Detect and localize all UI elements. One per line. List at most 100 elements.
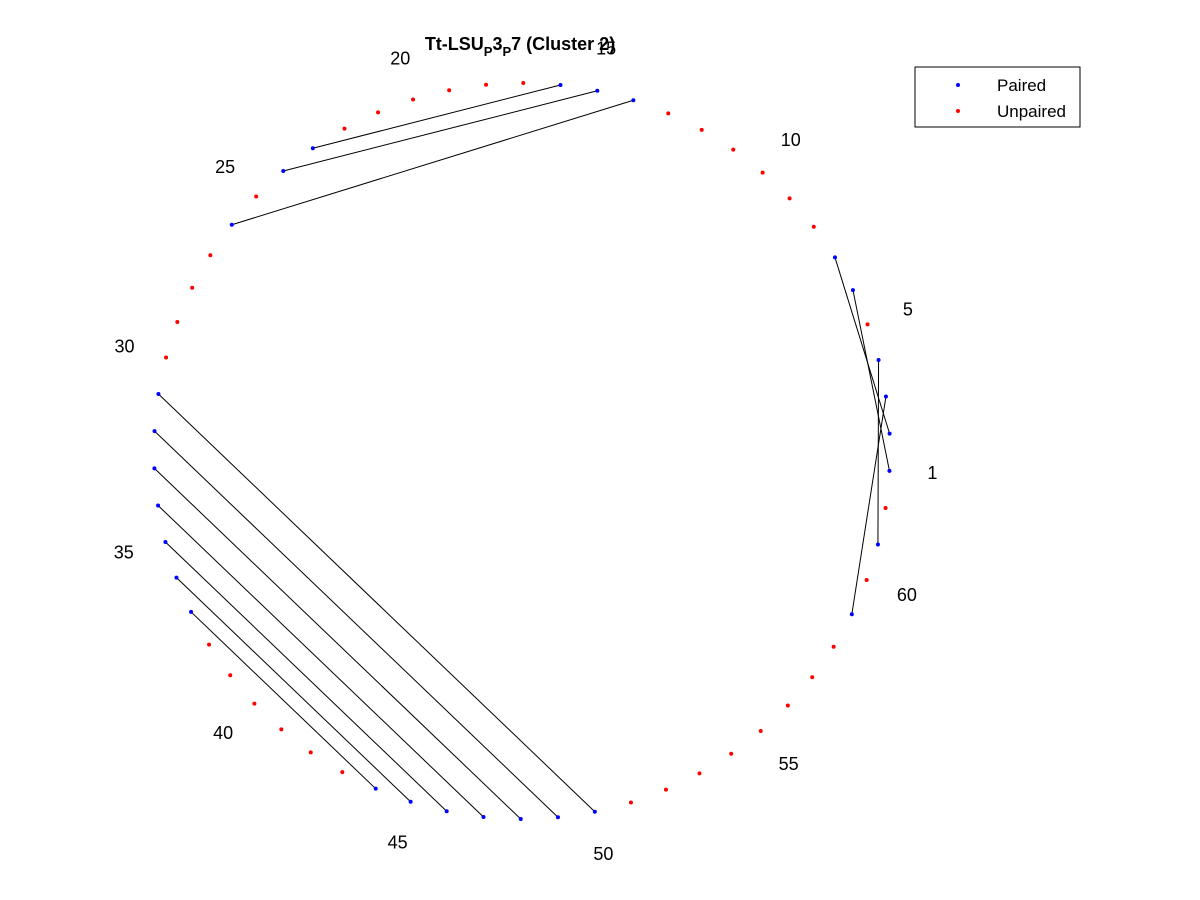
legend-box <box>914 66 1081 128</box>
pair-link-34-47 <box>157 505 484 818</box>
pair-link-32-49 <box>154 430 559 818</box>
unpaired-dot-56 <box>785 703 790 708</box>
unpaired-dot-53 <box>697 771 702 776</box>
pair-link-31-50 <box>158 393 596 813</box>
unpaired-dot-42 <box>308 750 313 755</box>
pair-link-3-59 <box>851 396 887 615</box>
pair-links <box>154 84 891 820</box>
index-label-35: 35 <box>114 543 134 563</box>
unpaired-dot-10 <box>760 170 765 175</box>
unpaired-dot-8 <box>811 224 816 229</box>
paired-dot-23 <box>310 146 315 151</box>
unpaired-dot-17 <box>521 81 526 86</box>
paired-dot-6 <box>850 288 855 293</box>
pair-link-4-61 <box>877 359 880 545</box>
unpaired-dot-58 <box>831 644 836 649</box>
paired-dot-34 <box>156 503 161 508</box>
paired-dot-61 <box>875 542 880 547</box>
index-label-50: 50 <box>593 844 613 864</box>
unpaired-dot-13 <box>666 111 671 116</box>
paired-dot-45 <box>408 799 413 804</box>
paired-dot-37 <box>189 609 194 614</box>
pair-link-1-6 <box>852 289 890 471</box>
unpaired-dot-20 <box>411 97 416 102</box>
unpaired-dot-40 <box>252 701 257 706</box>
paired-dot-59 <box>849 612 854 617</box>
paired-dot-14 <box>631 98 636 103</box>
pair-link-16-23 <box>312 84 561 149</box>
paired-dot-49 <box>555 815 560 820</box>
paired-dot-44 <box>373 786 378 791</box>
pair-link-36-45 <box>176 577 411 803</box>
nucleotide-dots <box>152 81 892 821</box>
unpaired-dot-29 <box>175 320 180 325</box>
legend-label-unpaired: Unpaired <box>997 102 1066 121</box>
paired-dot-33 <box>152 466 157 471</box>
pair-link-15-24 <box>283 90 598 172</box>
paired-dot-7 <box>832 255 837 260</box>
paired-dot-31 <box>156 392 161 397</box>
unpaired-dot-38 <box>207 642 212 647</box>
paired-dot-16 <box>558 83 563 88</box>
paired-dot-26 <box>229 222 234 227</box>
paired-dot-15 <box>595 88 600 93</box>
legend-marker-paired <box>956 83 960 87</box>
legend-marker-unpaired <box>956 109 960 113</box>
paired-dot-4 <box>876 357 881 362</box>
index-label-45: 45 <box>388 833 408 853</box>
chart-title: Tt-LSUP3P7 (Cluster 2) <box>425 34 615 59</box>
unpaired-dot-19 <box>447 88 452 93</box>
paired-dot-50 <box>592 809 597 814</box>
paired-dot-47 <box>481 814 486 819</box>
unpaired-dot-11 <box>731 147 736 152</box>
paired-dot-48 <box>518 816 523 821</box>
index-label-1: 1 <box>927 463 937 483</box>
index-label-25: 25 <box>215 157 235 177</box>
index-label-20: 20 <box>390 48 410 68</box>
pair-link-33-48 <box>154 468 522 820</box>
index-label-10: 10 <box>781 130 801 150</box>
pair-link-37-44 <box>190 611 377 790</box>
index-label-15: 15 <box>596 39 616 59</box>
paired-dot-32 <box>152 429 157 434</box>
index-label-5: 5 <box>903 300 913 320</box>
paired-dot-46 <box>444 809 449 814</box>
unpaired-dot-18 <box>484 82 489 87</box>
unpaired-dot-62 <box>883 505 888 510</box>
index-label-30: 30 <box>114 337 134 357</box>
unpaired-dot-12 <box>699 127 704 132</box>
unpaired-dot-41 <box>279 727 284 732</box>
paired-dot-1 <box>887 468 892 473</box>
legend-label-paired: Paired <box>997 76 1046 95</box>
legend: Paired Unpaired <box>914 66 1081 128</box>
unpaired-dot-57 <box>810 675 815 680</box>
unpaired-dot-51 <box>628 800 633 805</box>
index-label-55: 55 <box>779 754 799 774</box>
unpaired-dot-54 <box>729 751 734 756</box>
paired-dot-3 <box>883 394 888 399</box>
unpaired-dot-39 <box>228 673 233 678</box>
index-label-60: 60 <box>897 585 917 605</box>
pair-link-35-46 <box>165 541 448 812</box>
paired-dot-2 <box>887 431 892 436</box>
unpaired-dot-55 <box>758 729 763 734</box>
unpaired-dot-5 <box>865 322 870 327</box>
unpaired-dot-30 <box>164 355 169 360</box>
unpaired-dot-43 <box>340 770 345 775</box>
unpaired-dot-9 <box>787 196 792 201</box>
unpaired-dot-60 <box>864 577 869 582</box>
pair-link-14-26 <box>231 99 634 226</box>
unpaired-dot-25 <box>254 194 259 199</box>
index-label-40: 40 <box>213 723 233 743</box>
unpaired-dot-22 <box>342 126 347 131</box>
paired-dot-36 <box>174 575 179 580</box>
paired-dot-35 <box>163 540 168 545</box>
pair-link-2-7 <box>834 257 891 434</box>
unpaired-dot-21 <box>376 110 381 115</box>
unpaired-dot-28 <box>190 285 195 290</box>
paired-dot-24 <box>281 168 286 173</box>
unpaired-dot-52 <box>663 787 668 792</box>
